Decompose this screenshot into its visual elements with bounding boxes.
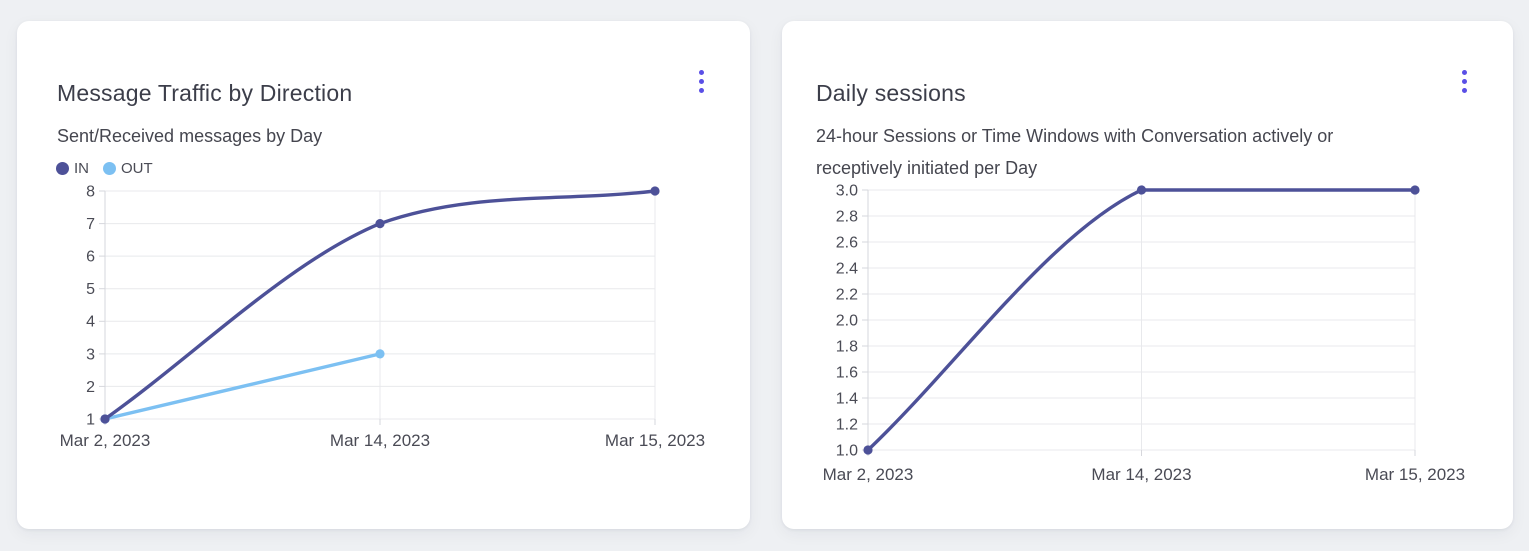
x-tick-label: Mar 2, 2023 (60, 431, 151, 450)
y-tick-label: 3.0 (836, 183, 858, 199)
y-tick-label: 2.4 (836, 260, 858, 277)
y-tick-label: 2.8 (836, 208, 858, 225)
y-tick-label: 3 (86, 346, 95, 363)
data-point[interactable] (650, 186, 660, 196)
card-message-traffic: Message Traffic by Direction Sent/Receiv… (17, 21, 750, 529)
card-title: Daily sessions (816, 80, 966, 107)
y-tick-label: 7 (86, 216, 95, 233)
data-point[interactable] (375, 219, 385, 229)
chart-legend: IN OUT (56, 160, 153, 177)
legend-dot-icon (103, 162, 116, 175)
x-tick-label: Mar 14, 2023 (1091, 465, 1191, 484)
legend-label: IN (74, 160, 89, 177)
kebab-dot (698, 87, 704, 93)
data-point[interactable] (1410, 185, 1420, 195)
line-chart-daily-sessions: 3.0 2.8 2.6 2.4 2.2 2.0 1.8 1.6 1.4 1.2 1.0 Mar 2, … (823, 183, 1465, 484)
y-tick-label: 1.8 (836, 338, 858, 355)
x-tick-label: Mar 15, 2023 (605, 431, 705, 450)
card-subtitle: Sent/Received messages by Day (57, 126, 323, 146)
series-line-out (103, 352, 382, 421)
y-tick-label: 5 (86, 281, 95, 298)
y-tick-label: 2.6 (836, 234, 858, 251)
kebab-dot (1461, 69, 1467, 75)
y-tick-label: 8 (86, 183, 95, 200)
y-tick-label: 2.2 (836, 286, 858, 303)
line-chart-message-traffic: 8 7 6 5 4 3 2 1 Mar 2, 2023 Mar 14, 2023 Mar 15, 2… (60, 183, 705, 450)
legend-label: OUT (121, 160, 153, 177)
legend-dot-icon (56, 162, 69, 175)
data-point[interactable] (375, 349, 385, 359)
data-point[interactable] (1136, 185, 1147, 195)
kebab-dot (1461, 78, 1467, 84)
y-tick-label: 1.4 (836, 390, 858, 407)
x-tick-label: Mar 14, 2023 (330, 431, 430, 450)
y-tick-label: 1.0 (836, 442, 858, 459)
card-daily-sessions: Daily sessions 24-hour Sessions or Time … (782, 21, 1513, 529)
x-tick-label: Mar 2, 2023 (823, 465, 914, 484)
legend-item-out[interactable]: OUT (103, 160, 153, 177)
kebab-dot (698, 69, 704, 75)
card-subtitle: 24-hour Sessions or Time Windows with Co… (816, 126, 1334, 178)
y-tick-label: 1.6 (836, 364, 858, 381)
series-line-daily-sessions (866, 188, 1417, 452)
data-point[interactable] (863, 445, 873, 455)
kebab-menu-icon[interactable] (1453, 66, 1475, 96)
y-tick-label: 4 (86, 314, 95, 331)
kebab-menu-icon[interactable] (690, 66, 712, 96)
legend-item-in[interactable]: IN (56, 160, 89, 177)
kebab-dot (1461, 87, 1467, 93)
data-point[interactable] (100, 414, 110, 424)
card-title: Message Traffic by Direction (57, 80, 353, 107)
y-tick-label: 1.2 (836, 416, 858, 433)
kebab-dot (698, 78, 704, 84)
y-tick-label: 1 (86, 411, 95, 428)
x-tick-label: Mar 15, 2023 (1365, 465, 1465, 484)
y-tick-label: 2.0 (836, 312, 858, 329)
y-tick-label: 6 (86, 249, 95, 266)
y-tick-label: 2 (86, 379, 95, 396)
